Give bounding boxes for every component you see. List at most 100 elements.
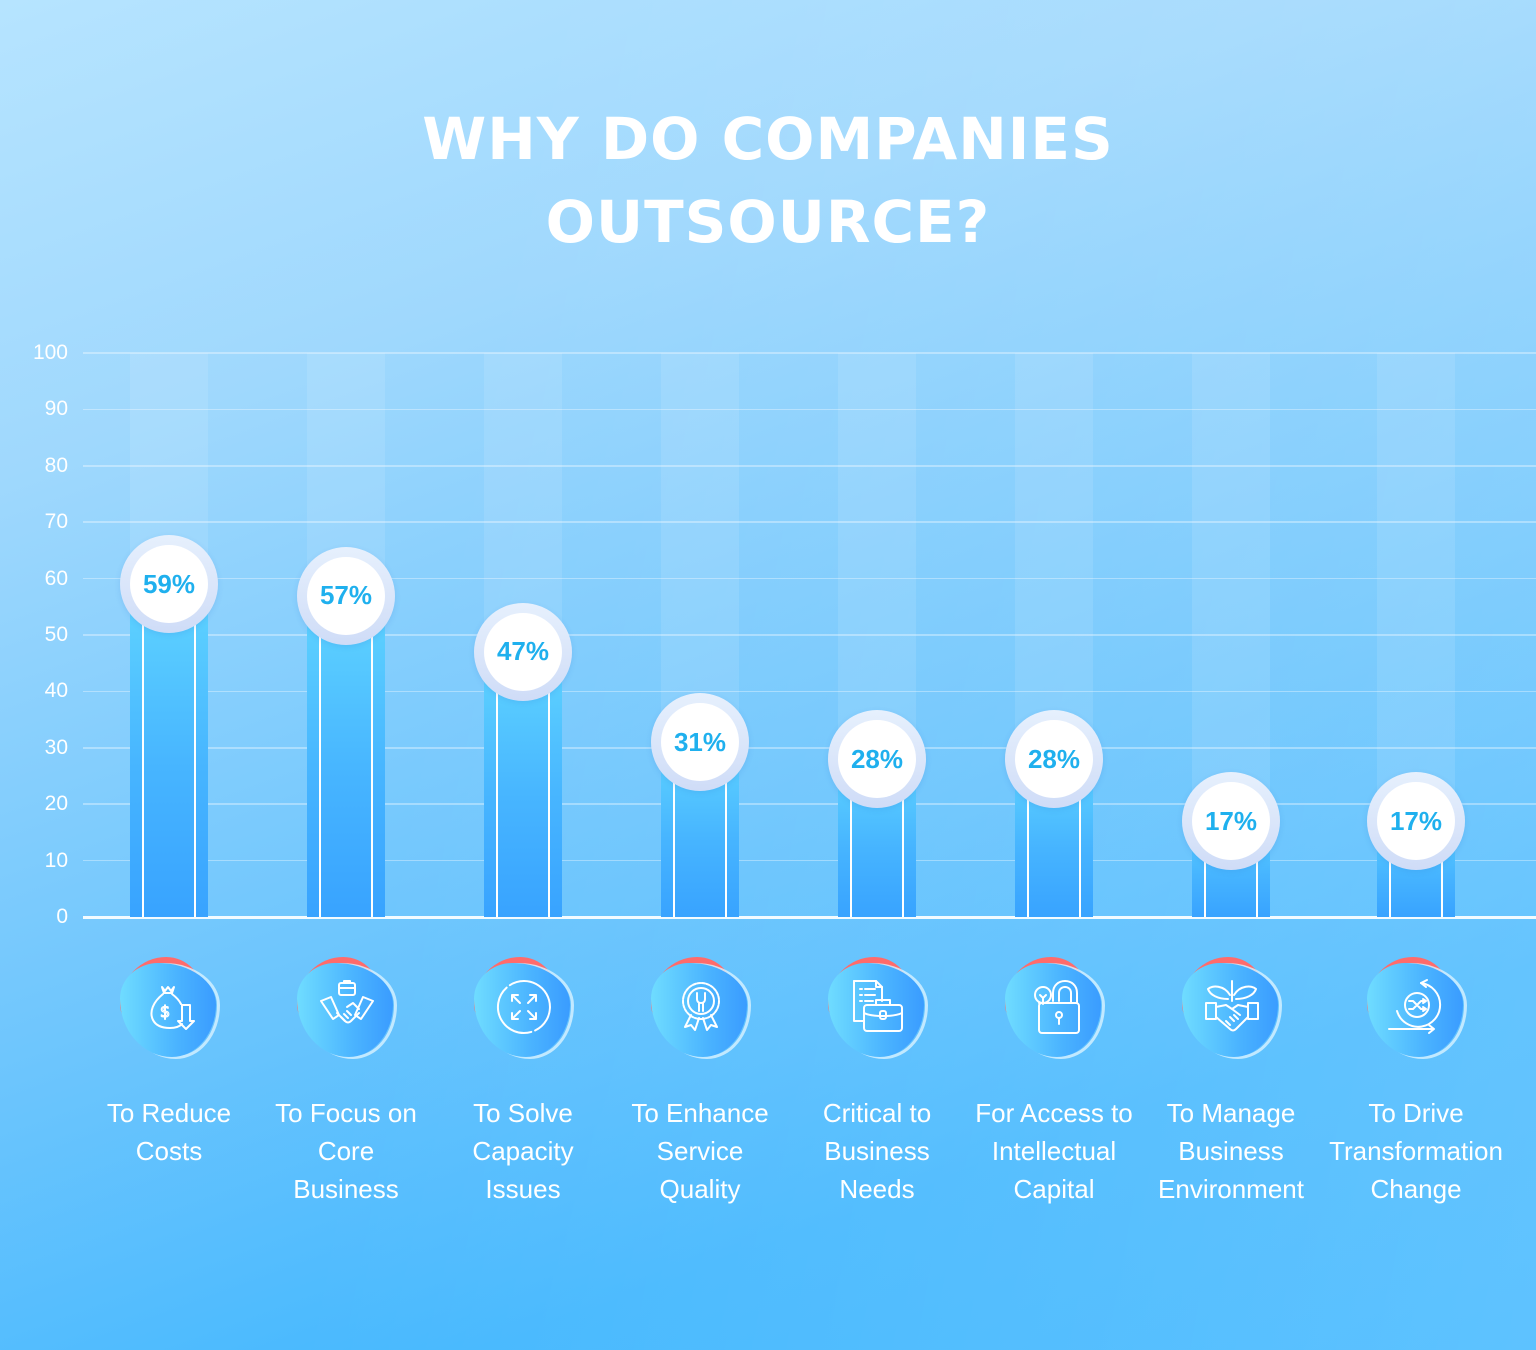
chart-title: WHY DO COMPANIES OUTSOURCE? bbox=[0, 98, 1536, 264]
title-line-1: WHY DO COMPANIES bbox=[422, 105, 1114, 173]
category-label: For Access to Intellectual Capital bbox=[964, 1094, 1144, 1208]
category-icon-badge bbox=[1176, 955, 1286, 1065]
category-icon-badge: $ bbox=[114, 955, 224, 1065]
bar-inner-outline bbox=[850, 759, 904, 917]
x-axis-baseline bbox=[83, 916, 1536, 919]
value-bubble: 59% bbox=[120, 535, 218, 634]
bar[interactable] bbox=[130, 584, 208, 917]
lightbulb-lock-icon bbox=[1025, 977, 1085, 1037]
value-label: 59% bbox=[130, 545, 208, 624]
title-line-2: OUTSOURCE? bbox=[545, 188, 991, 256]
gridline bbox=[83, 859, 1536, 862]
gridline bbox=[83, 465, 1536, 467]
category-label-line: Core bbox=[317, 1136, 375, 1166]
value-label: 17% bbox=[1377, 782, 1455, 861]
gridline bbox=[83, 803, 1536, 805]
money-bag-down-icon: $ bbox=[140, 977, 200, 1037]
gridline bbox=[83, 634, 1536, 636]
bar-inner-outline bbox=[496, 651, 550, 917]
category-icon-badge bbox=[1361, 955, 1471, 1065]
y-axis-tick-label: 0 bbox=[56, 905, 68, 928]
badge-main-shape bbox=[828, 963, 924, 1057]
value-bubble: 47% bbox=[474, 602, 572, 701]
document-briefcase-icon bbox=[848, 977, 908, 1037]
category-label-line: For Access to bbox=[975, 1098, 1133, 1128]
y-axis-tick-label: 80 bbox=[44, 453, 68, 477]
category-label-line: Environment bbox=[1158, 1174, 1304, 1204]
bar-inner-outline bbox=[1204, 821, 1258, 917]
value-label: 57% bbox=[307, 556, 385, 635]
bar-inner-outline bbox=[319, 595, 373, 917]
gridline bbox=[83, 352, 1536, 354]
handshake-briefcase-icon bbox=[317, 977, 377, 1037]
category-icon-badge bbox=[822, 955, 932, 1065]
y-axis-tick-label: 40 bbox=[44, 679, 68, 703]
category-label-line: Business bbox=[1178, 1136, 1284, 1166]
quality-badge-wrench-icon bbox=[671, 977, 731, 1037]
bar-inner-outline bbox=[142, 584, 196, 917]
gridline bbox=[83, 408, 1536, 411]
category-label-line: To Reduce bbox=[106, 1098, 232, 1128]
category-icon-badge bbox=[291, 955, 401, 1065]
value-label: 17% bbox=[1192, 782, 1270, 861]
gridline bbox=[83, 690, 1536, 693]
y-axis-tick-label: 50 bbox=[44, 623, 68, 646]
category-icon-badge bbox=[468, 955, 578, 1065]
y-axis-tick-label: 100 bbox=[32, 341, 68, 364]
value-bubble: 28% bbox=[828, 710, 926, 809]
y-axis-tick-label: 60 bbox=[44, 566, 68, 590]
category-label: Critical to Business Needs bbox=[787, 1094, 967, 1208]
category-label-line: Capacity bbox=[472, 1136, 574, 1166]
category-label-line: To Drive bbox=[1368, 1098, 1464, 1128]
category-label-line: Issues bbox=[485, 1174, 561, 1204]
badge-main-shape bbox=[1005, 963, 1101, 1057]
value-label: 28% bbox=[1015, 720, 1093, 799]
category-label: To Solve Capacity Issues bbox=[433, 1094, 613, 1208]
category-icon-badge bbox=[645, 955, 755, 1065]
category-label-line: Needs bbox=[839, 1174, 915, 1204]
value-bubble: 31% bbox=[651, 693, 749, 792]
y-axis-tick-label: 70 bbox=[44, 510, 68, 534]
value-label: 47% bbox=[484, 612, 562, 691]
badge-main-shape bbox=[1367, 963, 1463, 1057]
category-label-line: Transformation bbox=[1329, 1136, 1503, 1166]
bar[interactable] bbox=[307, 595, 385, 917]
category-icon-badge bbox=[999, 955, 1109, 1065]
expand-arrows-icon bbox=[494, 977, 554, 1037]
category-label-line: Quality bbox=[659, 1174, 741, 1204]
gridline bbox=[83, 521, 1536, 523]
category-label-line: Critical to bbox=[822, 1098, 932, 1128]
svg-text:$: $ bbox=[160, 1002, 170, 1021]
handshake-plant-icon bbox=[1202, 977, 1262, 1037]
category-label-line: To Enhance bbox=[631, 1098, 769, 1128]
category-label-line: To Manage bbox=[1166, 1098, 1296, 1128]
y-axis-tick-label: 10 bbox=[44, 848, 68, 872]
category-label-line: Costs bbox=[135, 1136, 203, 1166]
y-axis-tick-label: 90 bbox=[44, 397, 68, 421]
category-label-line: Business bbox=[824, 1136, 930, 1166]
category-label: To Reduce Costs bbox=[79, 1094, 259, 1170]
category-label: To Manage Business Environment bbox=[1141, 1094, 1321, 1208]
category-label: To Drive Transformation Change bbox=[1326, 1094, 1506, 1208]
category-label-line: To Focus on bbox=[275, 1098, 417, 1128]
value-label: 28% bbox=[838, 720, 916, 799]
gridline bbox=[83, 577, 1536, 580]
y-axis-tick-label: 30 bbox=[44, 735, 68, 759]
shuffle-cycle-icon bbox=[1387, 977, 1447, 1037]
bar-inner-outline bbox=[1027, 759, 1081, 917]
badge-main-shape bbox=[474, 963, 570, 1057]
gridline bbox=[83, 747, 1536, 749]
category-label: To Focus on Core Business bbox=[256, 1094, 436, 1208]
category-label-line: To Solve bbox=[473, 1098, 573, 1128]
category-label-line: Service bbox=[656, 1136, 744, 1166]
value-bubble: 28% bbox=[1005, 710, 1103, 809]
y-axis-tick-label: 20 bbox=[44, 792, 68, 816]
category-label-line: Intellectual bbox=[991, 1136, 1117, 1166]
value-label: 31% bbox=[661, 703, 739, 782]
category-label-line: Change bbox=[1370, 1174, 1462, 1204]
badge-main-shape bbox=[297, 963, 393, 1057]
badge-main-shape bbox=[1182, 963, 1278, 1057]
badge-main-shape bbox=[120, 963, 216, 1057]
bar-inner-outline bbox=[673, 742, 727, 917]
